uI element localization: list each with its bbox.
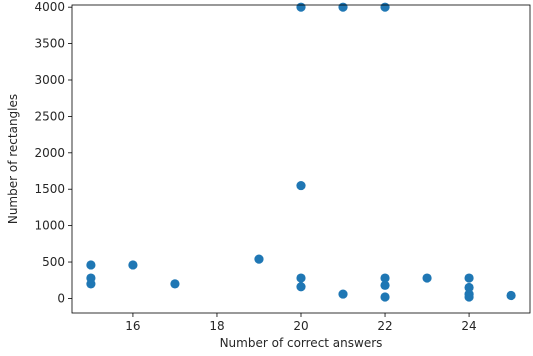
data-point (296, 180, 306, 191)
data-point (380, 292, 390, 302)
x-axis-label: Number of correct answers (220, 336, 383, 350)
data-point (296, 273, 306, 283)
data-point (422, 273, 432, 283)
y-tick-label: 2000 (34, 146, 65, 160)
x-tick-label: 20 (293, 319, 308, 333)
y-axis-ticks: 0 500 1000 1500 2000 2500 3000 3500 4000 (34, 0, 72, 305)
data-point (296, 2, 306, 12)
data-point (86, 279, 96, 289)
data-point (338, 2, 348, 12)
data-point (128, 260, 138, 270)
y-tick-label: 3000 (34, 73, 65, 87)
data-point (464, 292, 474, 302)
y-tick-label: 2500 (34, 109, 65, 123)
plot-frame (71, 4, 531, 314)
data-point (86, 260, 96, 270)
y-tick-label: 500 (42, 255, 65, 269)
y-tick-label: 0 (57, 291, 65, 305)
x-axis-ticks: 16 18 20 22 24 (125, 313, 477, 333)
y-tick-label: 3500 (34, 37, 65, 51)
plot-area (72, 5, 530, 313)
data-point (464, 273, 474, 283)
y-tick-label: 1500 (34, 182, 65, 196)
x-tick-label: 24 (461, 319, 476, 333)
x-tick-label: 22 (377, 319, 392, 333)
data-point (296, 282, 306, 292)
x-tick-label: 18 (209, 319, 224, 333)
data-point (338, 289, 348, 299)
y-tick-label: 4000 (34, 0, 65, 14)
y-axis-label: Number of rectangles (6, 94, 20, 224)
data-point (380, 2, 390, 12)
data-point (170, 279, 180, 289)
data-point (464, 282, 474, 293)
x-tick-label: 16 (125, 319, 140, 333)
data-point (380, 280, 390, 290)
data-point (506, 290, 516, 301)
data-point (380, 273, 390, 283)
y-tick-label: 1000 (34, 219, 65, 233)
data-point (254, 254, 264, 264)
